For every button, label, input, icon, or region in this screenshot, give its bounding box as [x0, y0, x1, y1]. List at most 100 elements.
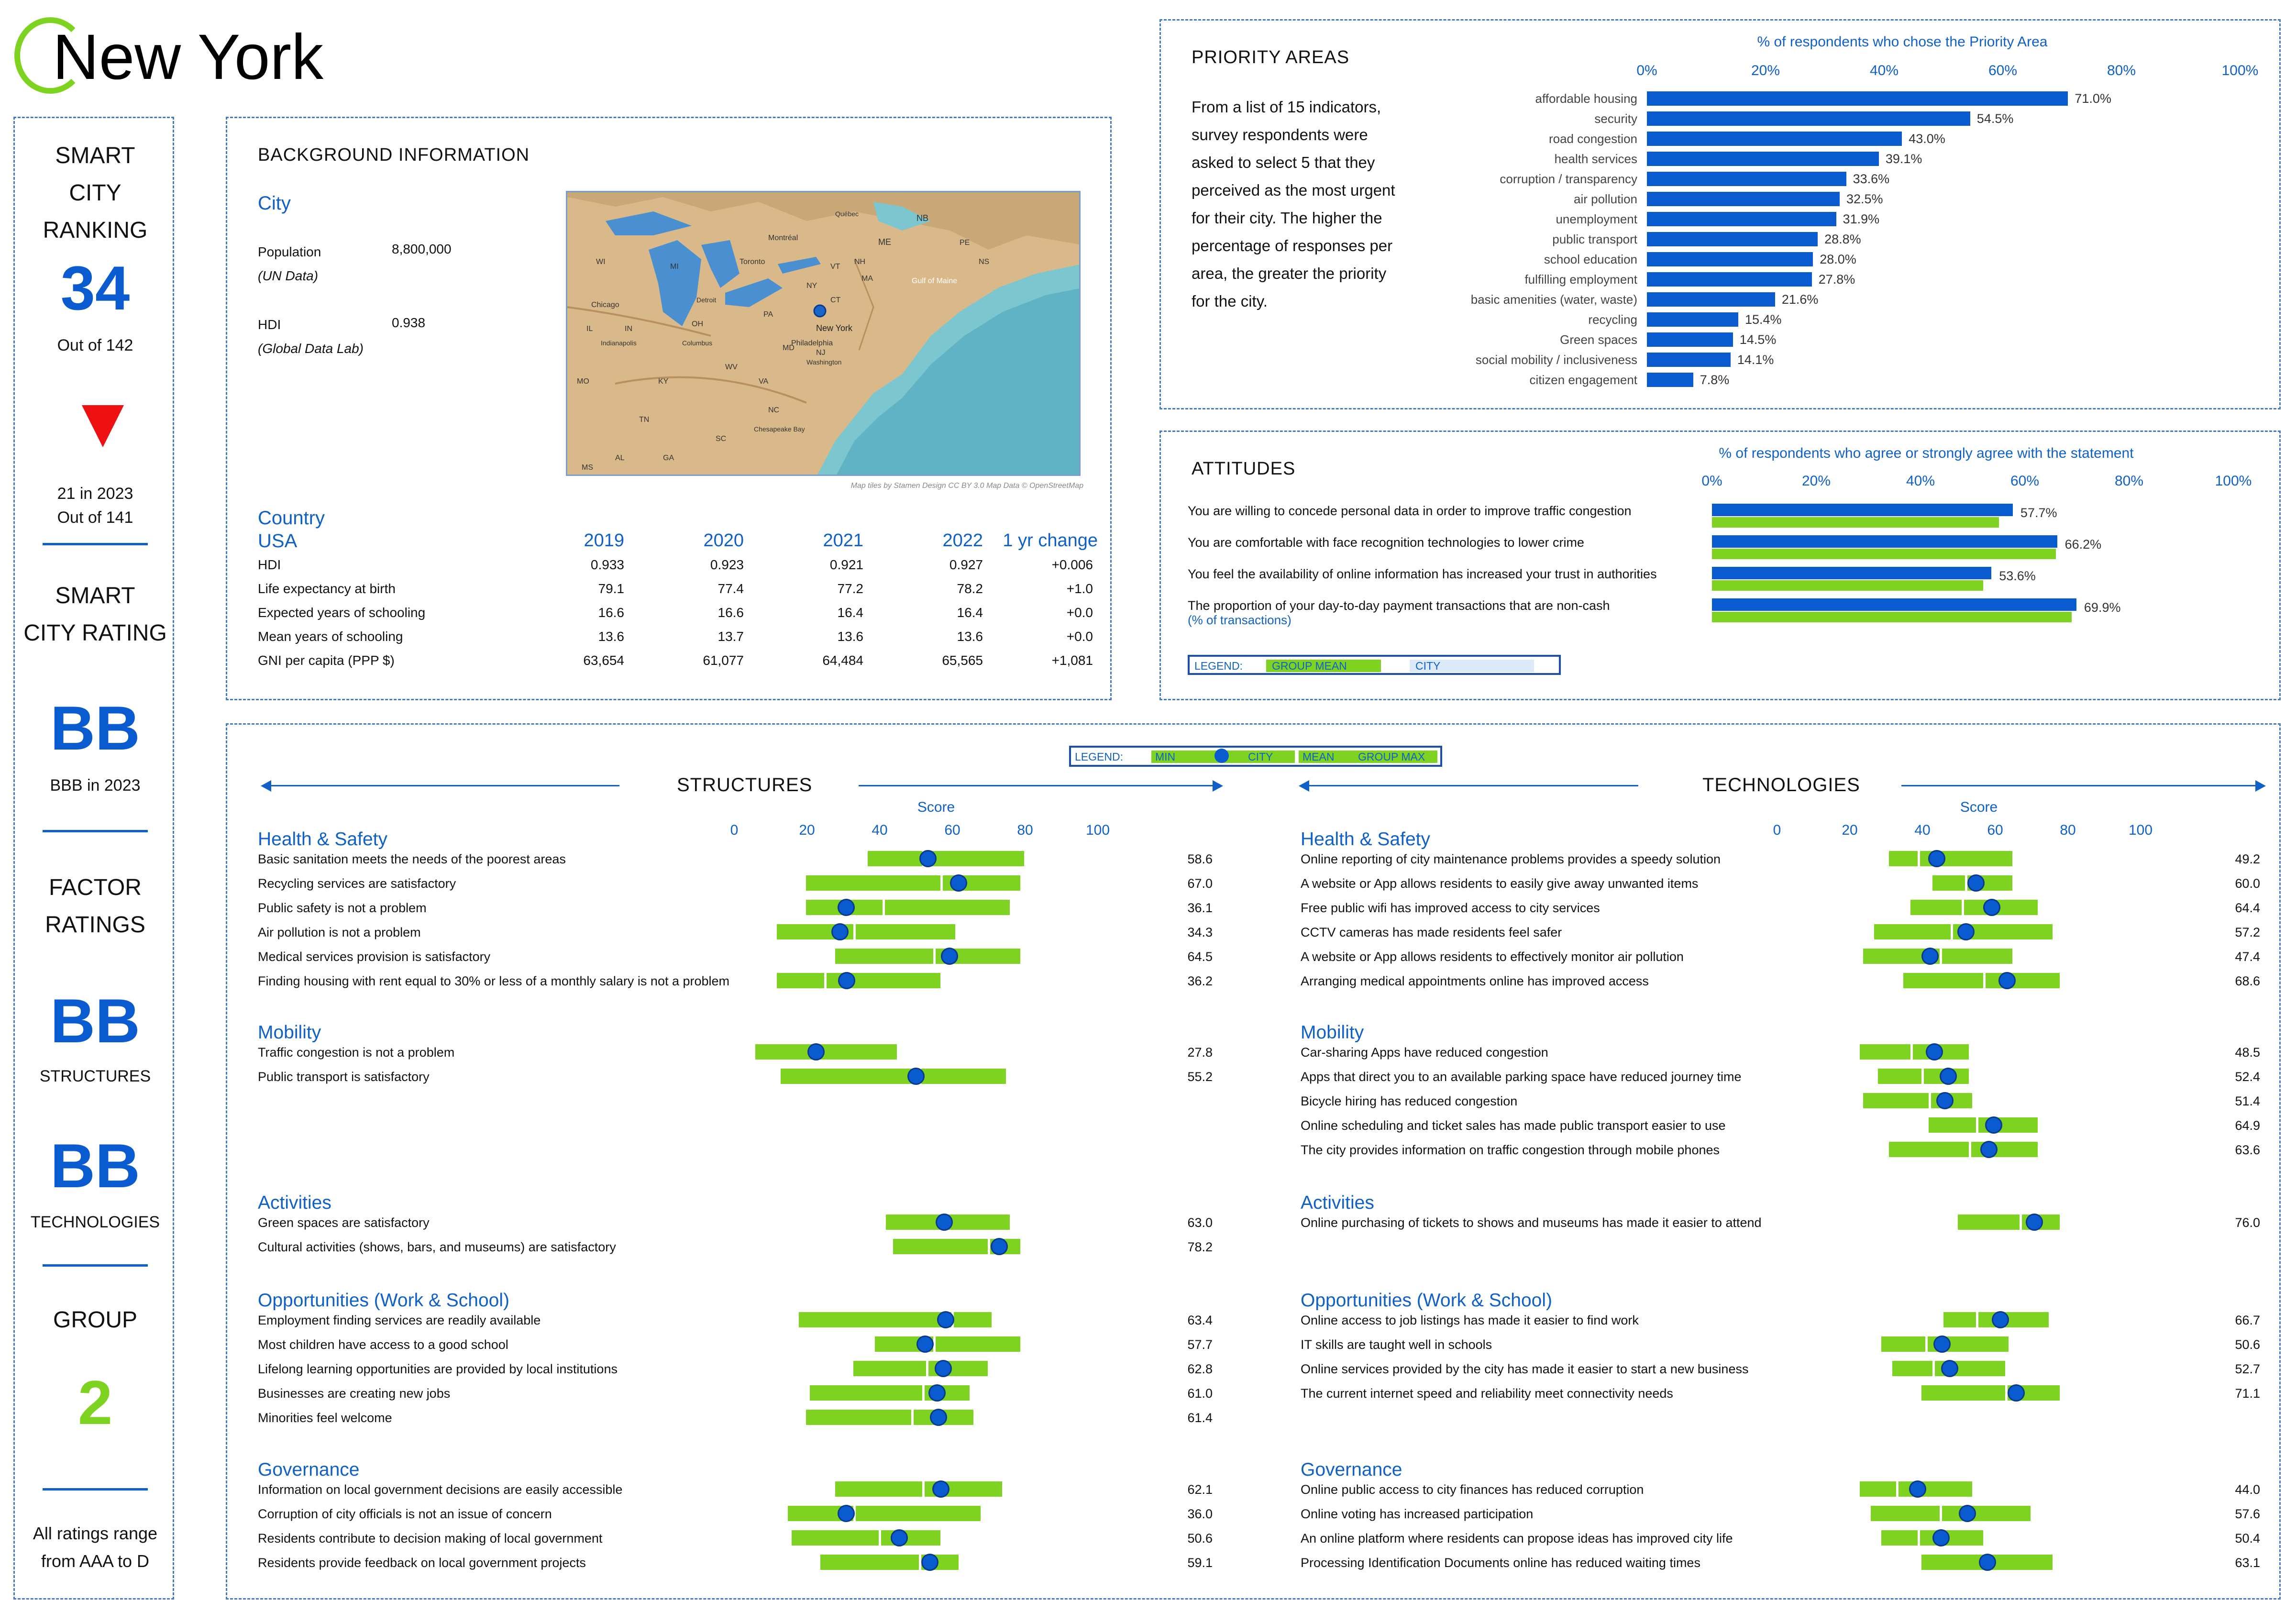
city-map[interactable]: New York Philadelphia Montréal Québec NB…: [566, 191, 1081, 476]
score-mean-mark: [1983, 973, 1986, 988]
map-label: Indianapolis: [601, 339, 637, 347]
priority-bar: [1647, 132, 1902, 146]
score-item-label: Corruption of city officials is not an i…: [258, 1507, 552, 1521]
priority-category-label: air pollution: [1574, 192, 1637, 206]
legend-label: LEGEND:: [1194, 660, 1243, 672]
map-label: MO: [577, 377, 589, 386]
priority-value-label: 54.5%: [1976, 111, 2014, 126]
ranking-label: SMART CITY RANKING: [43, 143, 148, 243]
priority-category-label: public transport: [1552, 232, 1637, 246]
legend-mean-mark: [1295, 751, 1297, 763]
map-label: NJ: [816, 349, 826, 357]
attitude-value-label: 69.9%: [2084, 600, 2121, 615]
section-arrow-line: [1308, 785, 1638, 786]
country-row-value: 0.927: [949, 557, 983, 572]
rating-range-note: All ratings range from AAA to D: [33, 1524, 158, 1571]
score-item-label: Online scheduling and ticket sales has m…: [1301, 1118, 1726, 1133]
score-value: 49.2: [2235, 852, 2260, 866]
group-label: GROUP: [53, 1307, 137, 1333]
map-graphic: New York Philadelphia Montréal Québec NB…: [567, 192, 1079, 475]
priority-category-label: fulfilling employment: [1524, 272, 1637, 287]
score-range-bar: [868, 851, 1024, 866]
score-tick-label: 20: [1842, 822, 1858, 838]
score-city-dot: [941, 948, 959, 965]
attitude-city-bar: [1712, 598, 2076, 611]
score-city-dot: [921, 1554, 939, 1571]
attitudes-axis-title: % of respondents who agree or strongly a…: [1719, 445, 2134, 461]
score-range-bar: [1863, 1093, 1973, 1108]
score-value: 36.0: [1187, 1507, 1213, 1521]
map-label: AL: [615, 454, 625, 462]
country-row-label: HDI: [258, 557, 281, 572]
category-heading: Governance: [1301, 1459, 1402, 1480]
range-legend: LEGEND: MIN CITY MEAN GROUP MAX: [1069, 746, 1442, 767]
score-range-bar: [1859, 1044, 1969, 1060]
score-item-label: Medical services provision is satisfacto…: [258, 950, 491, 964]
map-label: MA: [861, 275, 873, 283]
sidebar-ratings: SMART CITY RANKING 34 Out of 142 21 in 2…: [13, 117, 174, 1600]
score-tick-label: 100: [1085, 822, 1110, 838]
score-item-label: Lifelong learning opportunities are prov…: [258, 1362, 618, 1376]
score-mean-mark: [922, 1481, 925, 1497]
score-value: 48.5: [2235, 1045, 2260, 1060]
score-value: 63.1: [2235, 1556, 2260, 1570]
priority-title: PRIORITY AREAS: [1192, 47, 1350, 67]
score-mean-mark: [2020, 1214, 2022, 1230]
score-item-label: Free public wifi has improved access to …: [1301, 901, 1600, 915]
score-value: 55.2: [1187, 1070, 1213, 1084]
score-value: 62.1: [1187, 1482, 1213, 1497]
score-city-dot: [1928, 850, 1945, 867]
score-range-bar: [791, 1530, 941, 1546]
map-label-new-york: New York: [816, 323, 853, 333]
map-label: MS: [582, 464, 593, 472]
score-city-dot: [1967, 874, 1985, 892]
score-range-bar: [788, 1506, 981, 1521]
score-city-dot: [1936, 1092, 1954, 1109]
score-tick-label: 0: [730, 822, 739, 838]
score-item-label: Arranging medical appointments online ha…: [1301, 974, 1649, 988]
attitude-value-label: 53.6%: [1999, 569, 2036, 583]
priority-value-label: 28.0%: [1820, 252, 1856, 266]
structures-title: STRUCTURES: [677, 774, 813, 795]
prev-rank-of: Out of 141: [57, 508, 133, 527]
map-label: CT: [830, 296, 841, 304]
score-mean-mark: [824, 973, 827, 988]
score-value: 76.0: [2235, 1215, 2260, 1230]
map-label: IN: [625, 325, 632, 333]
score-range-bar: [853, 1361, 988, 1376]
rank-out-of: Out of 142: [57, 336, 133, 354]
score-value: 63.6: [2235, 1143, 2260, 1157]
score-value: 36.1: [1187, 901, 1213, 915]
year-header: 2022: [942, 530, 983, 551]
score-mean-mark: [1910, 1044, 1913, 1060]
priority-bar: [1647, 272, 1812, 287]
score-range-bar: [1910, 900, 2038, 915]
year-header: 2020: [703, 530, 744, 551]
score-value: 57.7: [1187, 1337, 1213, 1352]
country-row-value: 61,077: [703, 653, 744, 668]
category-heading: Opportunities (Work & School): [258, 1290, 509, 1311]
attitudes-title: ATTITUDES: [1192, 459, 1296, 479]
score-range-bar: [777, 924, 955, 939]
category-heading: Activities: [1301, 1192, 1374, 1213]
prev-rating: BBB in 2023: [50, 776, 141, 795]
score-item-label: Online reporting of city maintenance pro…: [1301, 852, 1721, 866]
priority-bar: [1647, 192, 1840, 206]
map-label: Washington: [806, 358, 841, 366]
score-item-label: Residents provide feedback on local gove…: [258, 1556, 586, 1570]
score-value: 57.6: [2235, 1507, 2260, 1521]
priority-value-label: 39.1%: [1885, 152, 1922, 166]
score-value: 34.3: [1187, 925, 1213, 939]
priority-category-label: affordable housing: [1535, 91, 1637, 106]
technologies-title: TECHNOLOGIES: [1702, 774, 1860, 795]
score-range-bar: [1903, 973, 2060, 988]
priority-value-label: 31.9%: [1843, 212, 1880, 226]
score-city-dot: [1991, 1311, 2009, 1328]
score-tick-label: 0: [1773, 822, 1781, 838]
score-item-label: Businesses are creating new jobs: [258, 1386, 451, 1401]
score-city-dot: [1958, 1505, 1976, 1522]
score-value: 27.8: [1187, 1045, 1213, 1060]
attitude-group-bar: [1712, 612, 2072, 622]
score-range-bar: [806, 875, 1021, 891]
country-row-value: 78.2: [957, 581, 983, 596]
